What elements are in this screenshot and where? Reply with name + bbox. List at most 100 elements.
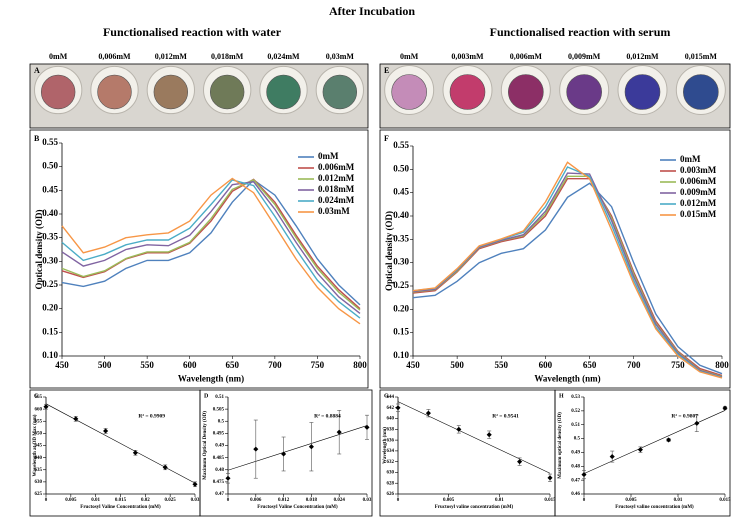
x-axis-label: Wavelength (nm) (178, 373, 244, 383)
y-tick-label: 636 (387, 438, 395, 443)
panel-frame (29, 129, 369, 389)
x-axis-label: Wavelength (nm) (534, 373, 600, 383)
concentration-label: 0,012mM (155, 52, 188, 61)
x-tick-label: 450 (55, 360, 69, 370)
well (266, 74, 301, 110)
y-tick-label: 0.50 (42, 161, 58, 171)
y-tick-label: 642 (387, 406, 395, 411)
concentration-label: 0,012mM (626, 52, 659, 61)
legend-label: 0mM (318, 151, 339, 161)
y-axis-label: Wavelength at OD Max (nm) (33, 414, 38, 476)
left-subtitle: Functionalised reaction with water (103, 25, 282, 39)
x-tick-label: 0 (45, 498, 48, 503)
y-tick-label: 0.45 (42, 184, 58, 194)
well (683, 74, 719, 110)
y-tick-label: 640 (35, 456, 43, 461)
legend-label: 0.006mM (680, 176, 717, 186)
r-squared: R² = 0.9909 (138, 414, 165, 420)
data-point (486, 432, 492, 438)
x-tick-label: 650 (226, 360, 240, 370)
legend-label: 0.024mM (318, 195, 355, 205)
y-tick-label: 0.40 (393, 210, 409, 220)
panel-letter: C (34, 393, 38, 399)
concentration-label: 0,03mM (326, 52, 355, 61)
data-point (73, 416, 79, 422)
y-tick-label: 0.15 (393, 327, 409, 337)
x-tick-label: 0.006 (250, 498, 262, 503)
y-tick-label: 0.50 (393, 163, 409, 173)
trend-line (397, 401, 551, 474)
panel-letter: F (384, 134, 389, 143)
x-tick-label: 800 (715, 360, 729, 370)
y-tick-label: 0.25 (393, 280, 409, 290)
concentration-label: 0,006mM (510, 52, 543, 61)
x-tick-label: 0 (397, 498, 400, 503)
x-tick-label: 0.018 (306, 498, 318, 503)
panel-letter: A (34, 66, 40, 75)
legend-label: 0.003mM (680, 165, 717, 175)
well (449, 74, 486, 110)
x-tick-label: 0.03 (363, 498, 372, 503)
y-tick-label: 630 (387, 471, 395, 476)
y-tick-label: 0.49 (571, 451, 580, 456)
x-tick-label: 0.015 (544, 498, 556, 503)
y-tick-label: 626 (387, 492, 395, 497)
y-tick-label: 634 (387, 449, 395, 454)
y-tick-label: 0.45 (393, 187, 409, 197)
well (566, 74, 602, 110)
x-tick-label: 0.01 (674, 498, 683, 503)
spectrum-line (61, 178, 361, 306)
legend-label: 0mM (680, 154, 701, 164)
data-point (456, 426, 462, 432)
y-tick-label: 0.495 (213, 432, 225, 437)
well (391, 74, 427, 110)
y-tick-label: 630 (35, 480, 43, 485)
y-tick-label: 0.51 (215, 395, 224, 400)
x-axis-label: Fructosyl valine concentration (mM) (615, 505, 694, 510)
data-point (722, 405, 728, 411)
well (153, 74, 189, 110)
x-tick-label: 550 (140, 360, 154, 370)
y-tick-label: 0.52 (571, 409, 580, 414)
x-tick-label: 650 (583, 360, 597, 370)
legend-label: 0.018mM (318, 184, 355, 194)
y-axis-label: Wavelength (nm) (383, 427, 388, 464)
data-point (103, 428, 109, 434)
x-tick-label: 750 (671, 360, 685, 370)
y-tick-label: 0.5 (218, 419, 225, 424)
y-tick-label: 0.49 (215, 444, 224, 449)
data-point (281, 451, 287, 457)
y-tick-label: 665 (35, 395, 43, 400)
spectrum-line (61, 179, 361, 311)
panel-letter: H (559, 393, 564, 399)
concentration-label: 0,018mM (211, 52, 244, 61)
y-tick-label: 660 (35, 407, 43, 412)
x-axis-label: Fructosyl Valine Concentration (mM) (257, 505, 338, 510)
y-tick-label: 0.40 (42, 208, 58, 218)
x-tick-label: 0.005 (625, 498, 637, 503)
y-tick-label: 655 (35, 419, 43, 424)
x-axis-label: Fructosyl valine concentration (mM) (435, 505, 514, 510)
x-tick-label: 0.03 (191, 498, 200, 503)
panel-letter: D (204, 393, 209, 399)
r-squared: R² = 0.8884 (314, 414, 341, 420)
legend-label: 0.012mM (680, 198, 717, 208)
well (209, 74, 245, 110)
spectrum-line (412, 178, 723, 377)
y-axis-label: Optical density (OD) (34, 209, 44, 289)
legend-label: 0.03mM (318, 206, 350, 216)
data-point (132, 450, 138, 456)
y-tick-label: 0.35 (393, 233, 409, 243)
data-point (253, 446, 259, 452)
y-tick-label: 635 (35, 468, 43, 473)
y-tick-label: 0.15 (42, 326, 58, 336)
data-point (547, 475, 553, 481)
spectrum-line (61, 177, 361, 325)
x-tick-label: 0.005 (65, 498, 77, 503)
y-tick-label: 640 (387, 417, 395, 422)
x-tick-label: 0 (583, 498, 586, 503)
panel-frame (199, 389, 373, 517)
y-tick-label: 645 (35, 444, 43, 449)
x-tick-label: 0.012 (278, 498, 290, 503)
panel-frame (379, 389, 556, 517)
